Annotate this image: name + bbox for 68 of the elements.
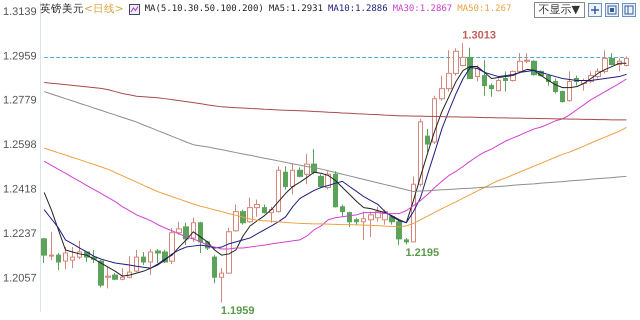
candlestick [226,227,232,274]
text: MA50:1.267 [457,3,512,16]
candlestick [361,211,366,240]
text: MA30:1.2867 [392,3,452,16]
candlestick [318,174,324,188]
candlestick [141,251,146,266]
candlestick [212,254,217,284]
candlestick [567,70,572,102]
candlestick [496,78,501,92]
candlestick [120,268,125,281]
legend-title: MA(5.10.30.50.100.200) [144,3,264,16]
candlestick [418,118,423,188]
candlestick [432,95,437,144]
line-series [44,91,627,192]
candlestick [560,90,565,104]
candlestick [56,252,61,271]
candlestick [602,50,608,74]
text: MA5:1.2931 [268,3,324,16]
candlestick [503,70,508,92]
y-tick-label: 1.2418 [2,183,37,196]
candlestick [233,204,239,232]
candlestick [63,246,68,270]
candlestick [191,217,196,242]
candlestick [482,60,487,96]
candlestick [134,250,139,273]
text: MA10:1.2886 [328,3,388,16]
candlestick [304,154,310,185]
candlestick [347,211,352,228]
annotation: 1.2195 [406,246,440,259]
candlestick [624,56,629,67]
line-series [44,126,627,228]
dropdown-button: 不显示▼ [534,2,585,18]
line-series [44,82,627,120]
y-tick-label: 1.2057 [2,272,37,284]
candlestick [198,221,203,254]
candlestick [333,170,338,208]
candlestick [262,204,267,214]
y-tick-label: 1.2598 [2,139,37,152]
annotation: 1.3013 [462,30,496,42]
candlestick [290,162,295,195]
candlestick [105,266,111,289]
candlestick [70,246,75,269]
candlestick [489,82,494,98]
candlestick [276,166,281,214]
y-tick-label: 1.2959 [2,50,37,62]
candlestick [148,248,153,276]
candlestick [425,128,430,153]
candlestick [240,209,246,226]
chart-subtitle: <日线> [84,3,124,15]
candlestick [609,52,615,66]
candlestick [404,237,409,245]
candlestick [297,166,303,178]
candlestick [112,272,118,281]
line-series [44,78,627,250]
y-tick-label: 1.2779 [2,94,37,107]
y-tick-label: 1.3139 [2,6,37,18]
candlestick [340,204,345,218]
candlestick [183,222,189,246]
candlestick [475,64,480,82]
candlestick [41,237,47,264]
candlestick [98,260,104,288]
candlestick [553,78,558,94]
y-tick-label: 1.2237 [2,228,37,240]
candlestick [219,268,224,303]
candlestick [49,231,54,261]
annotation: 1.1959 [220,304,255,317]
candlestick [354,217,359,226]
candlestick [283,166,288,190]
